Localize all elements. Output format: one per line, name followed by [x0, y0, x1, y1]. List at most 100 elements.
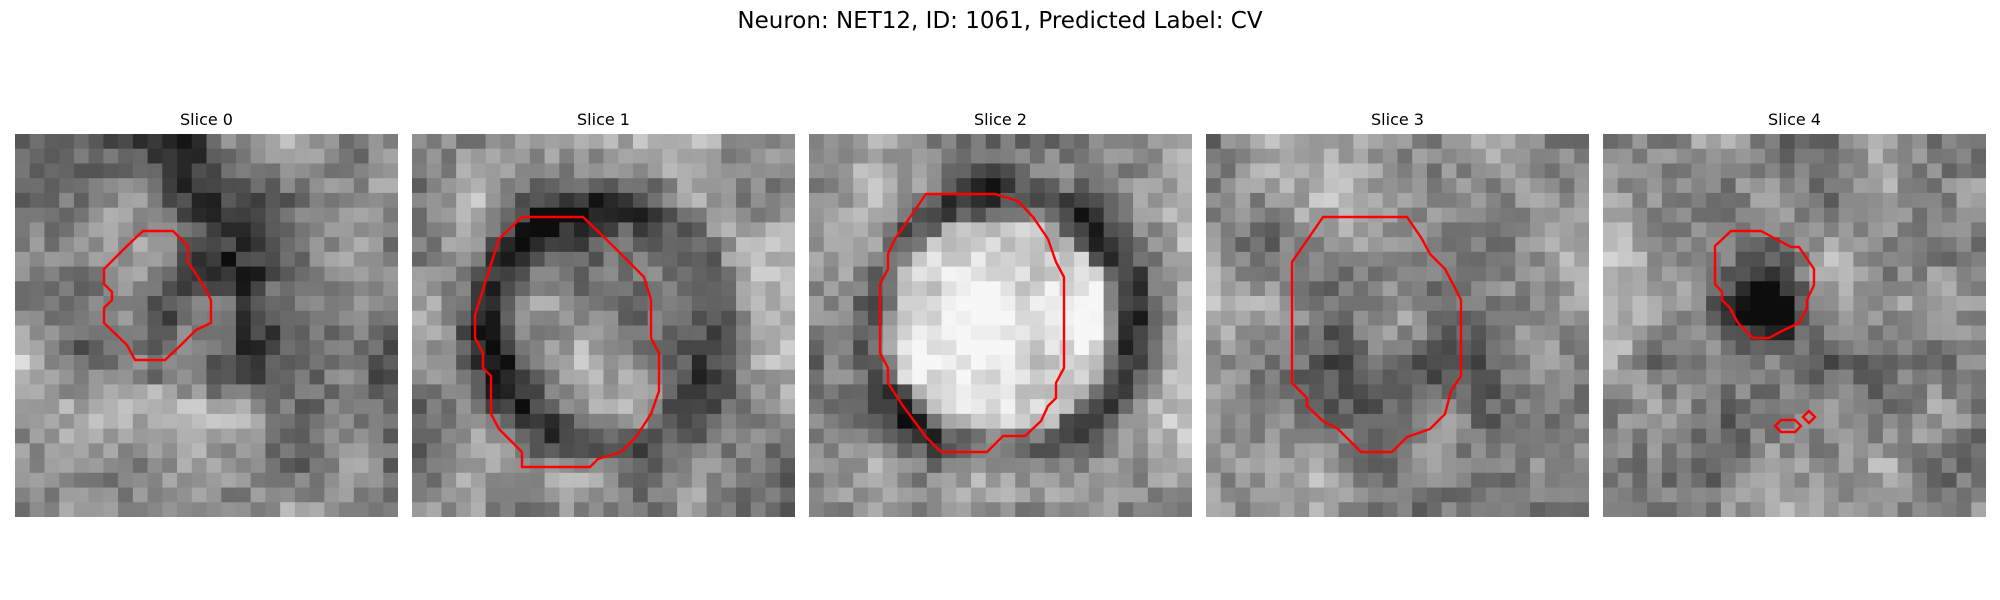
pixel: [780, 222, 795, 238]
pixel: [529, 178, 546, 194]
pixel: [559, 207, 575, 223]
pixel: [1720, 369, 1737, 386]
pixel: [1794, 325, 1810, 341]
pixel: [1250, 134, 1266, 150]
pixel: [441, 354, 457, 371]
pixel: [1853, 487, 1869, 503]
pixel: [1794, 207, 1810, 223]
pixel: [647, 192, 664, 209]
pixel: [44, 296, 60, 312]
pixel: [1000, 369, 1016, 386]
pixel: [838, 502, 854, 517]
pixel: [1794, 222, 1810, 238]
pixel: [1103, 325, 1119, 341]
pixel: [780, 251, 795, 268]
pixel: [1471, 354, 1487, 371]
pixel: [221, 472, 237, 489]
pixel: [88, 384, 104, 400]
pixel: [1485, 428, 1502, 444]
pixel: [147, 134, 163, 150]
pixel: [603, 134, 619, 150]
pixel: [765, 178, 781, 194]
pixel: [500, 472, 516, 489]
pixel: [1912, 413, 1928, 430]
pixel: [1382, 487, 1399, 503]
pixel: [1882, 192, 1899, 209]
pixel: [500, 443, 516, 459]
pixel: [1426, 413, 1443, 430]
pixel: [662, 178, 678, 194]
pixel: [29, 472, 46, 489]
pixel: [1750, 428, 1766, 444]
pixel: [1603, 178, 1619, 194]
pixel: [941, 310, 957, 327]
pixel: [1574, 369, 1589, 386]
pixel: [1838, 472, 1855, 489]
pixel: [1353, 266, 1369, 282]
pixel: [368, 502, 384, 517]
pixel: [1647, 384, 1663, 400]
pixel: [1691, 163, 1707, 179]
pixel: [426, 428, 443, 444]
pixel: [1412, 192, 1428, 209]
pixel: [1250, 502, 1266, 517]
pixel: [1559, 222, 1575, 238]
pixel: [1868, 369, 1884, 386]
pixel: [721, 428, 737, 444]
pixel: [339, 192, 355, 209]
pixel: [500, 428, 516, 444]
pixel: [1868, 310, 1884, 327]
pixel: [1882, 428, 1899, 444]
pixel: [294, 222, 311, 238]
pixel: [971, 178, 987, 194]
pixel: [426, 251, 443, 268]
pixel: [1574, 413, 1589, 430]
pixel: [1471, 192, 1487, 209]
pixel: [574, 134, 590, 150]
pixel: [1868, 354, 1884, 371]
pixel: [1368, 325, 1384, 341]
pixel: [706, 399, 722, 415]
pixel: [1838, 325, 1855, 341]
pixel: [1220, 251, 1237, 268]
pixel: [603, 207, 619, 223]
pixel: [1015, 399, 1031, 415]
pixel: [1412, 266, 1428, 282]
pixel: [1530, 178, 1546, 194]
pixel: [838, 178, 854, 194]
pixel: [309, 472, 325, 489]
pixel: [867, 443, 884, 459]
pixel: [1015, 472, 1031, 489]
pixel: [1912, 281, 1928, 297]
pixel: [1323, 237, 1340, 253]
pixel: [1471, 296, 1487, 312]
pixel: [1794, 443, 1810, 459]
pixel: [1206, 413, 1222, 430]
pixel: [44, 310, 60, 327]
pixel: [867, 251, 884, 268]
pixel: [29, 237, 46, 253]
pixel: [838, 251, 854, 268]
pixel: [1235, 281, 1251, 297]
pixel: [867, 207, 884, 223]
pixel: [1574, 472, 1589, 489]
pixel: [1956, 502, 1972, 517]
pixel: [456, 148, 472, 165]
pixel: [1750, 413, 1766, 430]
pixel: [500, 207, 516, 223]
pixel: [1779, 413, 1796, 430]
pixel: [1927, 354, 1943, 371]
pixel: [1823, 369, 1840, 386]
pixel: [1397, 237, 1413, 253]
pixel: [1956, 472, 1972, 489]
pixel: [1000, 222, 1016, 238]
pixel: [1279, 458, 1295, 474]
pixel: [44, 384, 60, 400]
pixel: [750, 266, 767, 282]
pixel: [515, 502, 531, 517]
pixel: [632, 502, 649, 517]
pixel: [1706, 148, 1722, 165]
pixel: [1118, 163, 1134, 179]
pixel: [1000, 178, 1016, 194]
pixel: [1338, 472, 1354, 489]
